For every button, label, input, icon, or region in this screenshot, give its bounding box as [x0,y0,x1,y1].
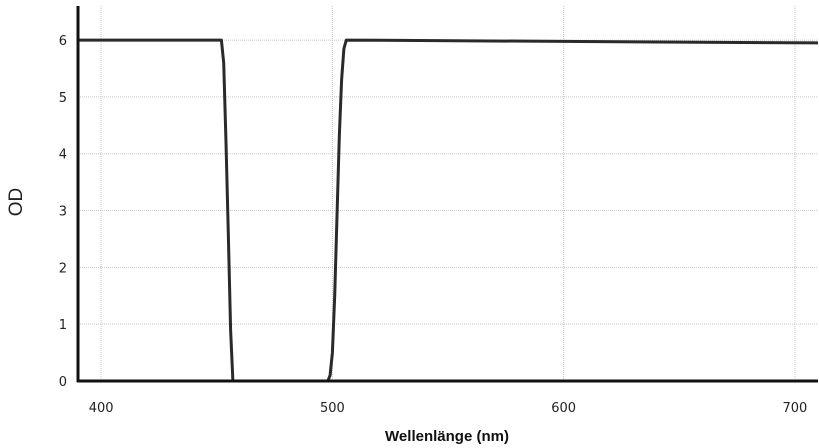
x-tick-label-500: 500 [320,401,345,416]
y-tick-label-2: 2 [59,261,67,276]
series-line-od [78,38,819,383]
y-tick-label-3: 3 [59,205,67,220]
x-tick-label-400: 400 [89,401,114,416]
y-tick-label-0: 0 [59,375,67,390]
y-tick-labels: 0 1 2 3 4 5 6 [59,34,67,390]
y-tick-label-1: 1 [59,318,67,333]
y-axis-title: OD [6,188,27,217]
x-tick-label-700: 700 [782,401,807,416]
x-tick-label-600: 600 [551,401,576,416]
grid-lines [78,6,818,381]
y-tick-label-4: 4 [59,148,67,163]
y-tick-label-6: 6 [59,34,67,49]
axes [76,6,818,383]
x-tick-labels: 400 500 600 700 [89,401,808,416]
x-axis-title: Wellenlänge (nm) [385,428,509,445]
y-tick-label-5: 5 [59,91,67,106]
